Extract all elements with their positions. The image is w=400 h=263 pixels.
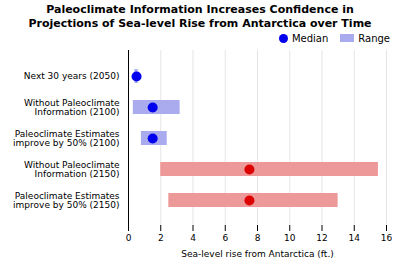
svg-text:16: 16: [381, 232, 393, 242]
html-text:Range: Range: [358, 32, 390, 44]
html-text:Median: Median: [291, 32, 329, 44]
svg-text:10: 10: [284, 232, 296, 242]
svg-text:6: 6: [222, 232, 228, 242]
svg-text:2: 2: [158, 232, 164, 242]
svg-text:Sea-level rise from Antarctica: Sea-level rise from Antarctica (ft.): [181, 248, 334, 258]
svg-text:0: 0: [126, 232, 132, 242]
svg-text:Without PaleoclimateInformatio: Without PaleoclimateInformation (2100): [24, 97, 120, 116]
svg-text:Without PaleoclimateInformatio: Without PaleoclimateInformation (2150): [24, 159, 120, 178]
svg-text:Paleoclimate Estimatesimprove: Paleoclimate Estimatesimprove by 50% (21…: [13, 128, 120, 147]
svg-text:Paleoclimate Estimatesimprove: Paleoclimate Estimatesimprove by 50% (21…: [13, 190, 120, 209]
svg-text:8: 8: [255, 232, 261, 242]
html-text:Paleoclimate Information Incre: Paleoclimate Information Increases Confi…: [28, 3, 372, 30]
svg-text:12: 12: [316, 232, 327, 242]
svg-text:Next 30 years (2050): Next 30 years (2050): [24, 71, 120, 81]
svg-text:4: 4: [190, 232, 196, 242]
svg-text:14: 14: [349, 232, 361, 242]
